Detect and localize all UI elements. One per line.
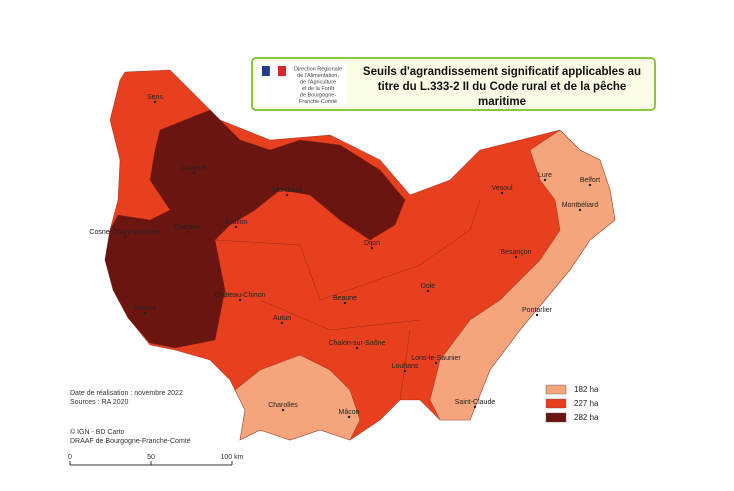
city-label: Beaune bbox=[333, 295, 357, 302]
city-label: Montbéliard bbox=[562, 202, 599, 209]
city-label: Mâcon bbox=[338, 409, 359, 416]
city-label: Lure bbox=[538, 172, 552, 179]
title-line: Seuils d'agrandissement significatif app… bbox=[363, 66, 641, 78]
city-dot bbox=[426, 289, 430, 293]
city-label: Avallon bbox=[225, 219, 248, 226]
border-line bbox=[214, 199, 481, 401]
city-dot bbox=[153, 100, 157, 104]
note: Date de réalisation : novembre 2022 bbox=[70, 390, 183, 397]
city-dot bbox=[543, 178, 547, 182]
map bbox=[104, 69, 616, 441]
city-label: Dole bbox=[421, 283, 436, 290]
city-label: Auxerre bbox=[182, 165, 207, 172]
city-dot bbox=[403, 369, 407, 373]
legend-swatch bbox=[545, 398, 567, 409]
region-182 bbox=[429, 129, 616, 421]
scale-label: 50 bbox=[147, 454, 155, 461]
logo-line: Franche-Comté bbox=[299, 99, 337, 105]
city-label: Besançon bbox=[500, 249, 531, 256]
city-label: Clamecy bbox=[173, 224, 201, 231]
city-label: Chalon-sur-Saône bbox=[329, 340, 386, 347]
city-dot bbox=[285, 193, 289, 197]
legend-label: 227 ha bbox=[574, 399, 599, 408]
city-dot bbox=[343, 301, 347, 305]
city-labels: Sens Auxerre Montbard Clamecy Cosne-Cours-su… bbox=[89, 94, 600, 419]
legend-label: 282 ha bbox=[574, 413, 599, 422]
city-label: Château-Chinon bbox=[215, 292, 266, 299]
city-dot bbox=[238, 298, 242, 302]
city-dot bbox=[535, 313, 539, 317]
scale-label: 0 bbox=[68, 454, 72, 461]
logo-line: de l'Alimentation, bbox=[297, 73, 339, 79]
title: Seuils d'agrandissement significatif app… bbox=[363, 66, 641, 108]
city-label: Nevers bbox=[134, 305, 157, 312]
scale-bar: 0 50 100 km bbox=[68, 454, 244, 466]
city-label: Autun bbox=[273, 315, 291, 322]
city-label: Cosne-Cours-sur-Loire bbox=[89, 229, 160, 236]
city-dot bbox=[500, 191, 504, 195]
scale-label: 100 km bbox=[221, 454, 244, 461]
city-dot bbox=[370, 246, 374, 250]
city-dot bbox=[347, 415, 351, 419]
city-dot bbox=[355, 346, 359, 350]
city-label: Charolles bbox=[268, 402, 298, 409]
flag-white bbox=[269, 65, 279, 77]
legend-swatch bbox=[545, 412, 567, 423]
city-label: Belfort bbox=[580, 177, 600, 184]
logo-line: de l'Agriculture bbox=[300, 79, 336, 85]
city-dot bbox=[588, 183, 592, 187]
city-label: Louhans bbox=[392, 363, 419, 370]
title-line: titre du L.333-2 II du Code rural et de … bbox=[378, 81, 627, 93]
city-dot bbox=[123, 235, 127, 239]
city-label: Sens bbox=[147, 94, 163, 101]
note: DRAAF de Bourgogne-Franche-Comté bbox=[70, 438, 191, 445]
note: © IGN - BD Carto bbox=[70, 428, 125, 436]
city-label: Saint-Claude bbox=[455, 399, 496, 406]
region-182 bbox=[234, 354, 361, 441]
city-dot bbox=[578, 208, 582, 212]
city-dot bbox=[434, 361, 438, 365]
title-line: maritime bbox=[478, 96, 526, 108]
title-box bbox=[251, 57, 656, 111]
legend-label: 182 ha bbox=[574, 385, 599, 394]
city-label: Vesoul bbox=[491, 185, 512, 192]
legend: 182 ha 227 ha 282 ha bbox=[545, 384, 599, 423]
note: Sources : RA 2020 bbox=[70, 399, 128, 406]
city-dot bbox=[473, 405, 477, 409]
city-dot bbox=[234, 225, 238, 229]
logo-line: et de la Forêt bbox=[302, 86, 335, 92]
city-label: Pontarlier bbox=[522, 307, 553, 314]
city-label: Montbard bbox=[272, 187, 302, 194]
city-dot bbox=[185, 230, 189, 234]
city-label: Lons-le-Saunier bbox=[411, 355, 461, 362]
city-dot bbox=[280, 321, 284, 325]
region-282 bbox=[104, 109, 406, 349]
legend-swatch bbox=[545, 384, 567, 395]
city-dot bbox=[143, 311, 147, 315]
logo-line: Direction Régionale bbox=[294, 66, 342, 72]
logo-line: de Bourgogne- bbox=[300, 92, 337, 98]
city-dot bbox=[192, 171, 196, 175]
flag-red bbox=[278, 66, 286, 76]
notes: Date de réalisation : novembre 2022 Sourc… bbox=[70, 390, 191, 445]
city-dot bbox=[281, 408, 285, 412]
flag-blue bbox=[262, 66, 270, 76]
city-dot bbox=[514, 255, 518, 259]
city-label: Dijon bbox=[364, 240, 380, 247]
